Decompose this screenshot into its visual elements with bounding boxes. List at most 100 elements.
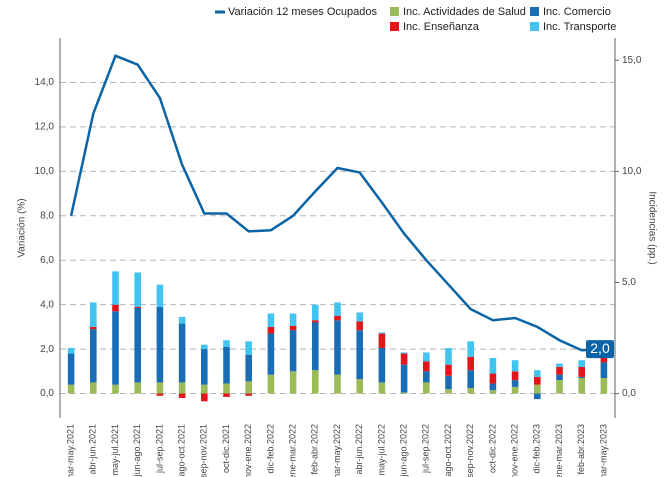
- x-tick-label: jul-sep.2021: [154, 424, 164, 474]
- bar-segment: [378, 333, 386, 348]
- y-tick-label: 10,0: [35, 166, 55, 177]
- bar-segment: [489, 373, 497, 384]
- bar-segment: [378, 348, 386, 383]
- bar-segment: [267, 374, 275, 394]
- bar-segment: [90, 326, 97, 330]
- x-tick-label: abr-jun.2022: [354, 424, 364, 475]
- x-tick-label: dic-feb.2023: [532, 424, 542, 474]
- bar-segment: [400, 392, 408, 394]
- bar-segment: [556, 366, 563, 375]
- bar-segment: [356, 330, 363, 380]
- bar-segment: [467, 388, 474, 394]
- x-tick-label: jul-sep.2022: [421, 424, 431, 474]
- bar-segment: [267, 333, 275, 375]
- legend-label: Inc. Comercio: [543, 6, 611, 18]
- x-tick-label: ago-oct.2022: [443, 424, 453, 477]
- y2-axis-label: Incidencias (pp.): [646, 191, 657, 264]
- x-tick-label: oct-dic.2021: [221, 424, 231, 473]
- y2-tick-label: 5,0: [622, 277, 636, 288]
- bar-segment: [201, 393, 208, 402]
- bar-segment: [112, 384, 119, 394]
- y2-tick-label: 0,0: [622, 388, 636, 399]
- bar-segment: [534, 376, 541, 385]
- bar-segment: [223, 346, 230, 384]
- x-tick-label: may-jul.2021: [110, 424, 120, 476]
- x-tick-label: sep-nov.2021: [199, 424, 209, 477]
- line: [69, 54, 604, 352]
- bar-segment: [445, 375, 452, 390]
- bar-segment: [556, 363, 563, 367]
- bar-segment: [489, 358, 497, 374]
- bar-segment: [178, 382, 186, 394]
- bar-segment: [378, 382, 386, 394]
- bar-segment: [600, 362, 608, 378]
- bar-segment: [223, 340, 230, 347]
- bar-segment: [423, 382, 430, 394]
- bar-segment: [467, 341, 474, 357]
- bar-segment: [356, 312, 363, 322]
- bar-segment: [245, 381, 252, 394]
- y-tick-label: 14,0: [35, 77, 55, 88]
- legend-swatch: [530, 22, 539, 31]
- x-tick-label: ene-mar.2022: [287, 424, 297, 477]
- x-tick-label: oct-dic.2022: [487, 424, 497, 473]
- bar-segment: [201, 349, 208, 385]
- bar-segment: [511, 371, 519, 381]
- bar-segment: [223, 393, 230, 397]
- bar-segment: [156, 306, 164, 383]
- bar-segment: [90, 382, 97, 394]
- x-tick-label: jun-ago.2022: [398, 424, 408, 477]
- bar-segment: [178, 393, 186, 398]
- bar-segment: [356, 321, 363, 331]
- bar-segment: [334, 374, 341, 394]
- y-axis-label: Variación (%): [17, 198, 28, 257]
- legend-swatch: [390, 22, 399, 31]
- bar-segment: [400, 352, 408, 354]
- legend-swatch: [530, 7, 539, 16]
- bar-segment: [378, 332, 386, 334]
- legend-label: Variación 12 meses Ocupados: [228, 6, 377, 18]
- x-tick-label: mar-may.2022: [332, 424, 342, 477]
- bar-segment: [201, 344, 208, 350]
- x-tick-label: mar-may.2023: [598, 424, 608, 477]
- bar-segment: [423, 352, 430, 362]
- bar-segment: [90, 329, 97, 383]
- x-tick-label: mar-may.2021: [65, 424, 75, 477]
- bar-segment: [289, 325, 297, 331]
- bar-segment: [156, 284, 164, 307]
- bar-segment: [245, 354, 252, 382]
- bar-segment: [556, 374, 563, 381]
- bar-segment: [534, 393, 541, 400]
- y2-tick-label: 15,0: [622, 55, 642, 66]
- y-tick-label: 0,0: [40, 388, 54, 399]
- bar-segment: [578, 378, 585, 394]
- bar-segment: [67, 353, 75, 385]
- bar-segment: [245, 341, 252, 355]
- bar-segment: [511, 380, 519, 387]
- x-tick-label: sep-nov.2022: [465, 424, 475, 477]
- value-label-box: [586, 340, 614, 359]
- y-tick-label: 6,0: [40, 255, 54, 266]
- bar-segment: [223, 383, 230, 394]
- legend-label: Inc. Actividades de Salud: [403, 6, 526, 18]
- legend-label: Inc. Transporte: [543, 21, 616, 33]
- legend-label: Inc. Enseñanza: [403, 21, 480, 33]
- x-tick-label: may-jul.2022: [376, 424, 386, 476]
- bar-segment: [356, 379, 363, 394]
- bar-segment: [312, 304, 319, 321]
- bar-segment: [400, 364, 408, 393]
- bar-segment: [489, 390, 497, 394]
- x-tick-label: nov-ene.2022: [509, 424, 519, 477]
- bar-segment: [489, 383, 497, 391]
- bar-segment: [556, 380, 563, 394]
- bar-segment: [511, 386, 519, 394]
- y-tick-label: 2,0: [40, 344, 54, 355]
- bar-segment: [245, 393, 252, 396]
- bar-segment: [112, 271, 119, 305]
- bar-segment: [445, 348, 452, 365]
- y-tick-label: 8,0: [40, 210, 54, 221]
- bar-segment: [289, 371, 297, 394]
- bar-segment: [267, 313, 275, 327]
- bar-segment: [578, 360, 585, 367]
